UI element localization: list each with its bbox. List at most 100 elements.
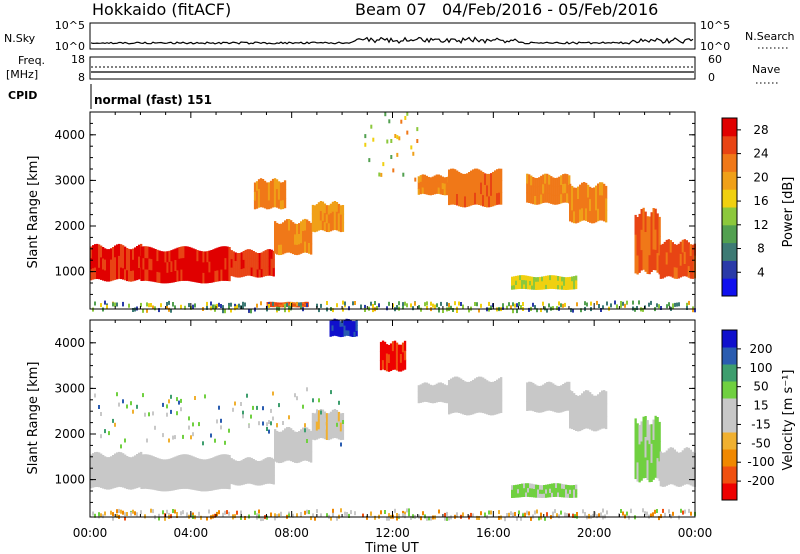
power-cell bbox=[492, 183, 495, 195]
velocity-cell bbox=[589, 392, 592, 405]
velocity-cell bbox=[563, 484, 566, 489]
velocity-cell bbox=[458, 400, 461, 413]
power-cell bbox=[306, 303, 308, 308]
power-cell bbox=[679, 253, 682, 266]
power-cell bbox=[142, 246, 145, 259]
velocity-cell bbox=[274, 516, 276, 521]
power-cell bbox=[575, 275, 578, 281]
nsearch-bottom-tick: 10^0 bbox=[700, 40, 730, 53]
velocity-cell bbox=[270, 512, 272, 517]
power-cell bbox=[148, 246, 151, 259]
velocity-cell bbox=[389, 361, 393, 371]
power-cell bbox=[268, 257, 271, 267]
power-cell bbox=[421, 174, 424, 182]
power-cell bbox=[317, 202, 321, 212]
power-cell bbox=[337, 221, 341, 232]
power-cell bbox=[435, 180, 438, 188]
power-cell bbox=[568, 175, 571, 185]
velocity-cell bbox=[238, 461, 241, 470]
velocity-cell bbox=[490, 403, 493, 416]
power-cell bbox=[437, 174, 440, 182]
velocity-cell bbox=[96, 463, 99, 476]
velocity-cell bbox=[226, 510, 228, 515]
power-cell bbox=[462, 195, 465, 208]
power-cell bbox=[525, 275, 528, 281]
velocity-cell bbox=[333, 428, 337, 438]
power-cell bbox=[216, 247, 219, 260]
power-cell bbox=[562, 174, 565, 184]
power-cell bbox=[549, 275, 552, 281]
power-cell bbox=[470, 182, 473, 195]
power-cell bbox=[429, 177, 432, 184]
power-cell bbox=[200, 261, 203, 273]
velocity-cell bbox=[158, 513, 160, 518]
nave-label: Nave bbox=[752, 63, 780, 76]
velocity-cell bbox=[264, 475, 267, 485]
velocity-cell bbox=[272, 458, 275, 468]
velocity-cell bbox=[294, 431, 297, 443]
velocity-cell bbox=[128, 456, 131, 469]
velocity-cell bbox=[208, 458, 211, 470]
velocity-cell bbox=[685, 471, 688, 485]
power-cell bbox=[486, 173, 489, 186]
power-cell bbox=[513, 280, 516, 286]
power-cell bbox=[417, 182, 420, 189]
velocity-cell bbox=[333, 409, 337, 419]
velocity-cell bbox=[174, 435, 176, 440]
power-cell bbox=[650, 212, 653, 233]
velocity-cell bbox=[288, 415, 290, 420]
power-cell bbox=[527, 284, 530, 290]
velocity-cell bbox=[188, 477, 191, 490]
velocity-cell bbox=[321, 428, 325, 439]
velocity-cell bbox=[254, 510, 256, 515]
velocity-cell bbox=[650, 462, 653, 482]
power-cell bbox=[282, 243, 285, 255]
velocity-cell bbox=[266, 465, 269, 476]
power-cell bbox=[667, 251, 670, 264]
power-cell bbox=[654, 208, 657, 230]
velocity-cell bbox=[439, 395, 442, 402]
velocity-cell bbox=[335, 330, 338, 337]
velocity-cell bbox=[302, 449, 305, 461]
power-cell bbox=[419, 181, 422, 188]
velocity-cell bbox=[214, 513, 216, 518]
velocity-cell bbox=[146, 438, 148, 443]
power-cell bbox=[270, 305, 273, 308]
velocity-cell bbox=[579, 395, 582, 408]
velocity-cell bbox=[214, 456, 217, 468]
velocity-cell bbox=[158, 479, 161, 491]
power-cell bbox=[535, 277, 538, 282]
velocity-cell bbox=[626, 511, 628, 516]
power-cell bbox=[396, 135, 399, 140]
power-cell bbox=[255, 199, 259, 209]
power-cell bbox=[598, 304, 600, 308]
power-cell bbox=[515, 280, 518, 285]
velocity-cell bbox=[316, 409, 318, 414]
power-cell bbox=[278, 234, 281, 245]
power-cell bbox=[146, 257, 149, 270]
power-cell bbox=[445, 182, 448, 190]
velocity-cell bbox=[274, 439, 277, 451]
velocity-cell bbox=[182, 477, 185, 489]
power-cell bbox=[519, 275, 522, 281]
velocity-cell bbox=[571, 416, 574, 430]
power-cell bbox=[178, 269, 181, 282]
power-cell bbox=[642, 228, 645, 250]
velocity-cell bbox=[460, 390, 463, 403]
velocity-cell bbox=[466, 381, 469, 394]
velocity-cell bbox=[398, 513, 400, 518]
velocity-cell bbox=[597, 406, 600, 419]
power-cell bbox=[100, 256, 103, 269]
power-cell bbox=[242, 301, 244, 306]
velocity-cell bbox=[603, 390, 606, 404]
power-cell bbox=[486, 195, 489, 208]
power-cell bbox=[534, 305, 536, 310]
power-cell bbox=[488, 195, 491, 208]
power-cell bbox=[536, 178, 539, 188]
velocity-cell bbox=[530, 391, 533, 402]
colorbar-frame bbox=[721, 329, 738, 501]
velocity-cell bbox=[228, 457, 231, 467]
velocity-cell bbox=[140, 454, 143, 467]
velocity-cell bbox=[337, 411, 341, 422]
power-cell bbox=[472, 169, 475, 182]
